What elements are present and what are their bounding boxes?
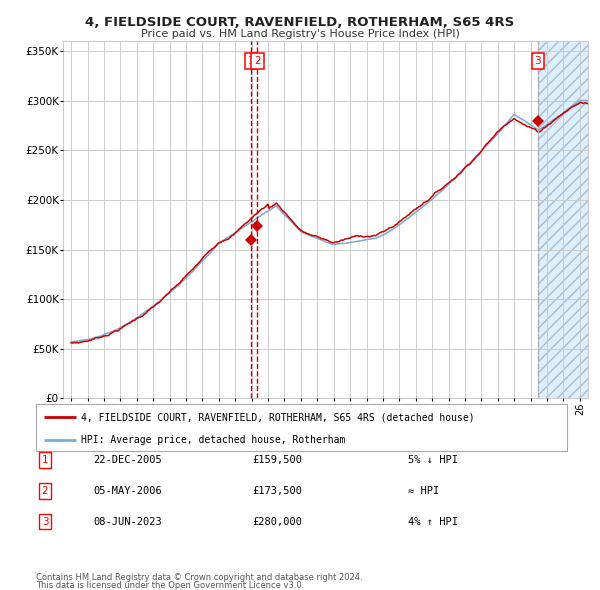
Text: Contains HM Land Registry data © Crown copyright and database right 2024.: Contains HM Land Registry data © Crown c… [36, 572, 362, 582]
Text: 1: 1 [248, 56, 254, 66]
Text: 3: 3 [535, 56, 541, 66]
Text: 4, FIELDSIDE COURT, RAVENFIELD, ROTHERHAM, S65 4RS: 4, FIELDSIDE COURT, RAVENFIELD, ROTHERHA… [85, 16, 515, 29]
Bar [538, 41, 600, 398]
Text: 3: 3 [41, 517, 49, 526]
Text: 5% ↓ HPI: 5% ↓ HPI [408, 455, 458, 465]
Text: 4, FIELDSIDE COURT, RAVENFIELD, ROTHERHAM, S65 4RS (detached house): 4, FIELDSIDE COURT, RAVENFIELD, ROTHERHA… [81, 412, 475, 422]
Text: £159,500: £159,500 [252, 455, 302, 465]
Bar [538, 41, 600, 398]
Text: ≈ HPI: ≈ HPI [408, 486, 439, 496]
Text: 1: 1 [41, 455, 49, 465]
Text: This data is licensed under the Open Government Licence v3.0.: This data is licensed under the Open Gov… [36, 581, 304, 590]
Text: 22-DEC-2005: 22-DEC-2005 [93, 455, 162, 465]
Text: 08-JUN-2023: 08-JUN-2023 [93, 517, 162, 526]
Text: 2: 2 [41, 486, 49, 496]
Text: £280,000: £280,000 [252, 517, 302, 526]
FancyBboxPatch shape [36, 404, 567, 451]
Text: £173,500: £173,500 [252, 486, 302, 496]
Text: HPI: Average price, detached house, Rotherham: HPI: Average price, detached house, Roth… [81, 435, 346, 444]
Text: 05-MAY-2006: 05-MAY-2006 [93, 486, 162, 496]
Text: Price paid vs. HM Land Registry's House Price Index (HPI): Price paid vs. HM Land Registry's House … [140, 30, 460, 39]
Text: 2: 2 [254, 56, 261, 66]
Text: 4% ↑ HPI: 4% ↑ HPI [408, 517, 458, 526]
